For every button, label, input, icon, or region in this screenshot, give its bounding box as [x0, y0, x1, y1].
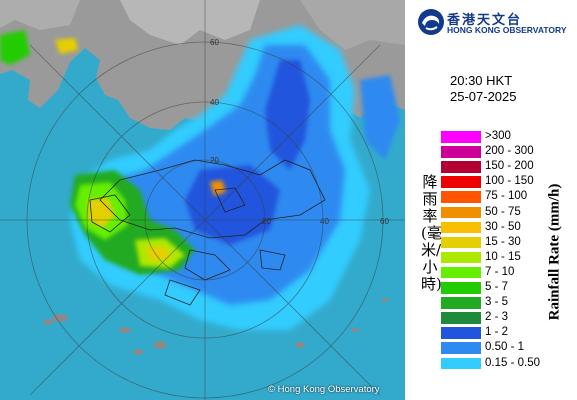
precip-orange — [210, 180, 226, 196]
precip-heavier-blue — [185, 165, 280, 245]
logo-english-name: HONG KONG OBSERVATORY — [447, 25, 567, 35]
legend-swatch — [441, 131, 481, 143]
legend-label: 0.50 - 1 — [485, 341, 524, 354]
coastline — [89, 159, 326, 306]
legend-label: 100 - 150 — [485, 175, 534, 188]
legend-label: 7 - 10 — [485, 265, 515, 278]
land-highlands — [0, 0, 80, 30]
legend-swatch — [441, 251, 481, 264]
legend-label: 30 - 50 — [485, 220, 521, 233]
land-highlands — [300, 0, 405, 50]
radar-map-canvas: 20 40 60 20 40 60 — [0, 0, 405, 400]
legend-swatch — [441, 297, 481, 309]
legend-label: 3 - 5 — [485, 296, 509, 309]
legend-swatch — [441, 176, 481, 188]
legend-label: 75 - 100 — [485, 190, 528, 203]
legend-label: 50 - 75 — [485, 205, 521, 218]
legend-swatch — [441, 206, 481, 218]
legend-label: 15 - 30 — [485, 235, 521, 248]
range-label-40: 40 — [210, 98, 219, 107]
legend-swatch — [441, 266, 481, 279]
legend-swatch — [441, 191, 481, 203]
radar-map: 20 40 60 20 40 60 © Hong Kong Observator… — [0, 0, 405, 400]
copyright-notice: © Hong Kong Observatory — [268, 384, 380, 395]
legend-swatch — [441, 342, 481, 354]
range-label-40: 40 — [320, 217, 329, 226]
legend-swatch — [441, 236, 481, 249]
range-rings — [0, 0, 405, 400]
precip-field — [0, 25, 400, 330]
precip-yellow — [145, 246, 172, 262]
precip-heavier-blue — [265, 60, 310, 170]
precip-east — [360, 75, 400, 160]
legend-swatch — [441, 282, 481, 294]
legend-label: 2 - 3 — [485, 311, 509, 324]
legend-swatch — [441, 161, 481, 173]
legend-swatch — [441, 312, 481, 324]
legend-label: 10 - 15 — [485, 250, 521, 263]
legend-label: >300 — [485, 130, 511, 142]
legend-swatch — [441, 327, 481, 339]
legend-swatch — [441, 221, 481, 234]
legend-label: 1 - 2 — [485, 326, 509, 339]
islands — [43, 298, 389, 355]
range-labels: 20 40 60 20 40 60 — [210, 38, 389, 226]
legend-swatch — [441, 357, 481, 369]
hko-swirl-logo-icon — [418, 9, 444, 35]
hko-logo: 香港天文台 HONG KONG OBSERVATORY — [417, 6, 577, 38]
land-highlands — [120, 0, 260, 45]
logo-chinese-name: 香港天文台 — [447, 13, 523, 28]
precip-yellow — [88, 198, 115, 228]
precip-northwest — [0, 30, 30, 65]
precip-northwest — [55, 38, 78, 54]
legend-title-chinese: 降雨率(毫米/小時) — [421, 173, 442, 293]
range-label-20: 20 — [262, 217, 271, 226]
legend-panel: 香港天文台 HONG KONG OBSERVATORY 20:30 HKT 25… — [405, 0, 577, 400]
legend-label: 0.15 - 0.50 — [485, 356, 540, 369]
timestamp-date: 25-07-2025 — [450, 89, 517, 104]
legend-swatch — [441, 146, 481, 158]
range-label-20: 20 — [210, 156, 219, 165]
legend-label: 200 - 300 — [485, 145, 534, 158]
timestamp-time: 20:30 HKT — [450, 73, 513, 88]
range-label-60: 60 — [210, 38, 219, 47]
range-label-60: 60 — [380, 217, 389, 226]
legend-label: 5 - 7 — [485, 281, 509, 293]
legend-title-english: Rainfall Rate (mm/h) — [546, 183, 563, 321]
legend-label: 150 - 200 — [485, 160, 534, 173]
